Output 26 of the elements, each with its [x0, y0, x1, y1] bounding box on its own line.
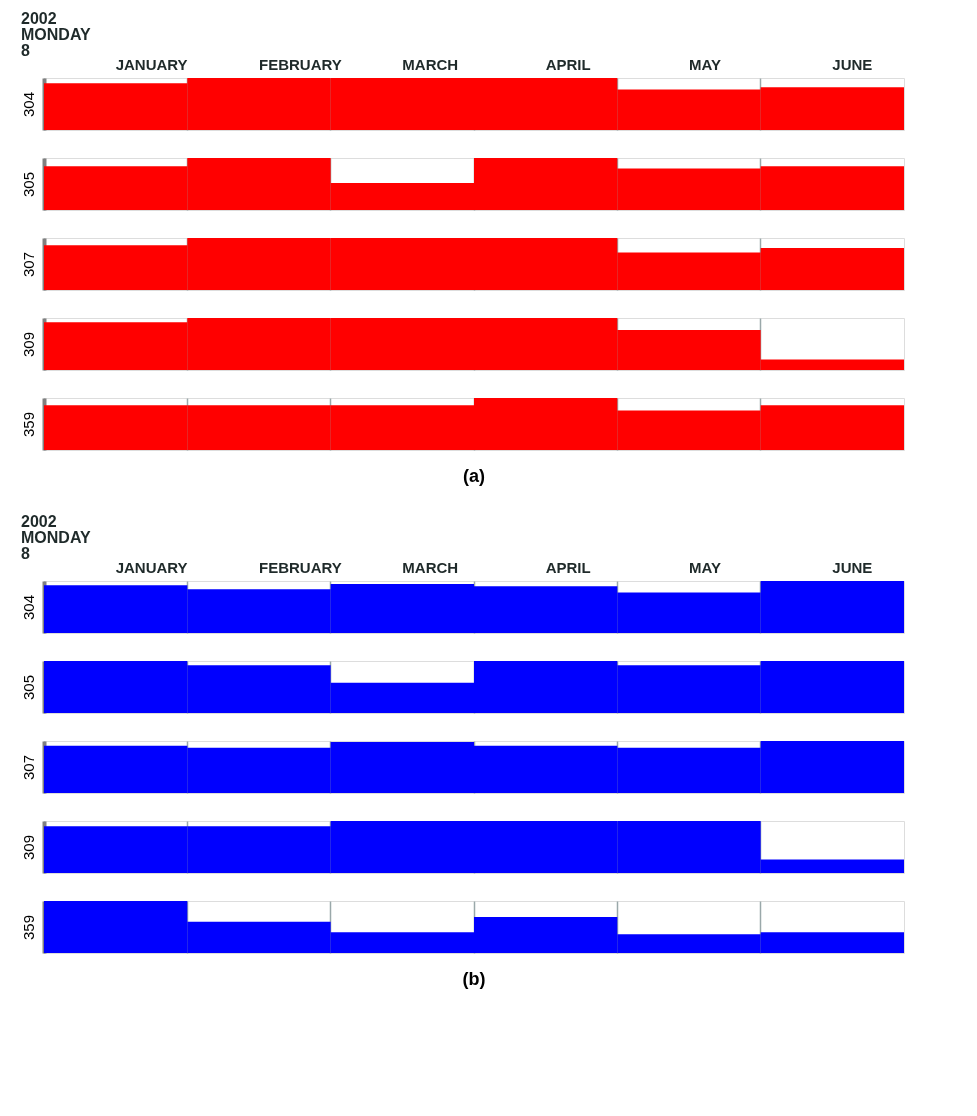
- x-tick-label: MAY: [689, 55, 721, 73]
- x-tick-label: JUNE: [832, 558, 873, 576]
- y-axis-title: 305: [19, 171, 37, 198]
- y-axis-title: 309: [19, 834, 37, 861]
- chart-title: 2002 MONDAY 8: [21, 10, 91, 59]
- y-axis-title: 359: [19, 411, 37, 438]
- x-tick-label: FEBRUARY: [259, 55, 342, 73]
- text: (a): [463, 466, 485, 486]
- x-tick-label: MAY: [689, 558, 721, 576]
- x-tick-label: JUNE: [832, 55, 873, 73]
- y-axis-title: 304: [19, 91, 37, 118]
- x-tick-label: MARCH: [402, 55, 459, 73]
- y-axis-title: 359: [19, 914, 37, 941]
- x-tick-label: JANUARY: [115, 558, 188, 576]
- text: (b): [462, 969, 486, 989]
- y-axis-title: 305: [19, 674, 37, 701]
- y-axis-title: 307: [19, 251, 37, 278]
- y-axis-title: 304: [19, 594, 37, 621]
- chart-title: 2002 MONDAY 8: [21, 513, 91, 562]
- x-tick-label: FEBRUARY: [259, 558, 342, 576]
- x-tick-label: APRIL: [545, 55, 591, 73]
- y-axis-title: 307: [19, 754, 37, 781]
- y-axis-title: 309: [19, 331, 37, 358]
- x-tick-label: MARCH: [402, 558, 459, 576]
- x-tick-label: APRIL: [545, 558, 591, 576]
- x-tick-label: JANUARY: [115, 55, 188, 73]
